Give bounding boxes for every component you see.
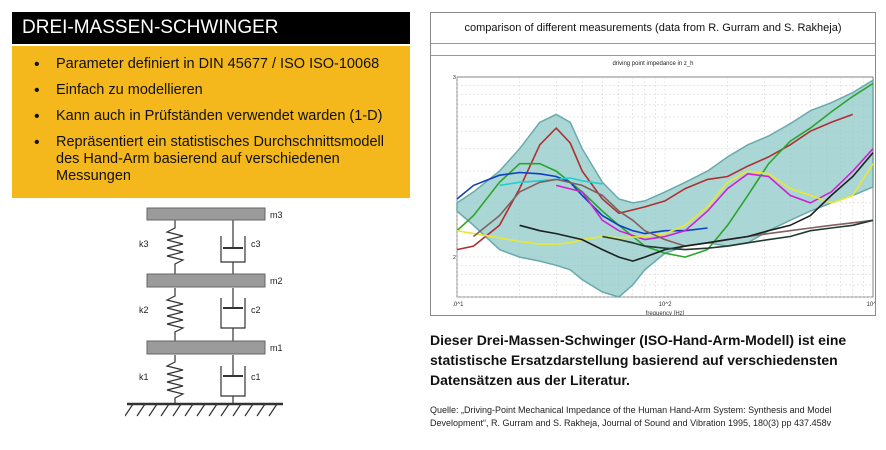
mass-block-m2 — [146, 273, 266, 288]
three-mass-model-diagram: m3 m2 m1 k3 k2 k1 c3 c2 c1 — [125, 204, 305, 426]
mass-label: m1 — [270, 343, 283, 353]
x-tick-label: 10^1 — [453, 302, 464, 308]
chart-divider — [431, 43, 875, 56]
bullet-item: Kann auch in Prüfständen verwendet warde… — [22, 108, 400, 125]
chart-subtitle: driving point impedance in z_h — [612, 61, 694, 67]
source-citation: Quelle: „Driving-Point Mechanical Impeda… — [430, 405, 832, 428]
spring-damper-svg: m3 m2 m1 k3 k2 k1 c3 c2 c1 — [125, 207, 283, 417]
chart-panel: comparison of different measurements (da… — [430, 12, 880, 317]
bullet-item: Repräsentiert ein statistisches Durchsch… — [22, 134, 400, 185]
series-line — [519, 152, 874, 262]
x-tick-label: 10^3 — [867, 302, 875, 308]
bullet-item: Einfach zu modellieren — [22, 82, 400, 99]
x-axis-label: frequency [Hz] — [646, 311, 685, 315]
description-text: Dieser Drei-Massen-Schwinger (ISO-Hand-A… — [430, 332, 847, 388]
confidence-band — [456, 78, 874, 298]
bullet-list: Parameter definiert in DIN 45677 / ISO I… — [22, 56, 400, 185]
series-line — [602, 219, 874, 251]
damper-label: c2 — [251, 305, 261, 315]
mass-label: m2 — [270, 276, 283, 286]
series-line — [456, 82, 874, 258]
bullet-item: Parameter definiert in DIN 45677 / ISO I… — [22, 56, 400, 73]
y-tick-label: 10^3 — [453, 75, 456, 81]
damper-label: c3 — [251, 239, 261, 249]
mass-block-m3 — [146, 207, 266, 221]
x-tick-label: 10^2 — [659, 302, 672, 308]
damper-label: c1 — [251, 372, 261, 382]
series-line — [472, 178, 874, 247]
chart-title: comparison of different measurements (da… — [431, 13, 875, 44]
spring-label: k3 — [139, 239, 149, 249]
series-line — [556, 148, 874, 241]
spring-label: k2 — [139, 305, 149, 315]
slide-title: DREI-MASSEN-SCHWINGER — [12, 12, 410, 44]
mass-block-m1 — [146, 340, 266, 355]
spring-label: k1 — [139, 372, 149, 382]
y-tick-label: 10^2 — [453, 255, 456, 261]
bullet-box: Parameter definiert in DIN 45677 / ISO I… — [12, 46, 410, 198]
series-line — [456, 171, 708, 235]
mass-label: m3 — [270, 210, 283, 220]
